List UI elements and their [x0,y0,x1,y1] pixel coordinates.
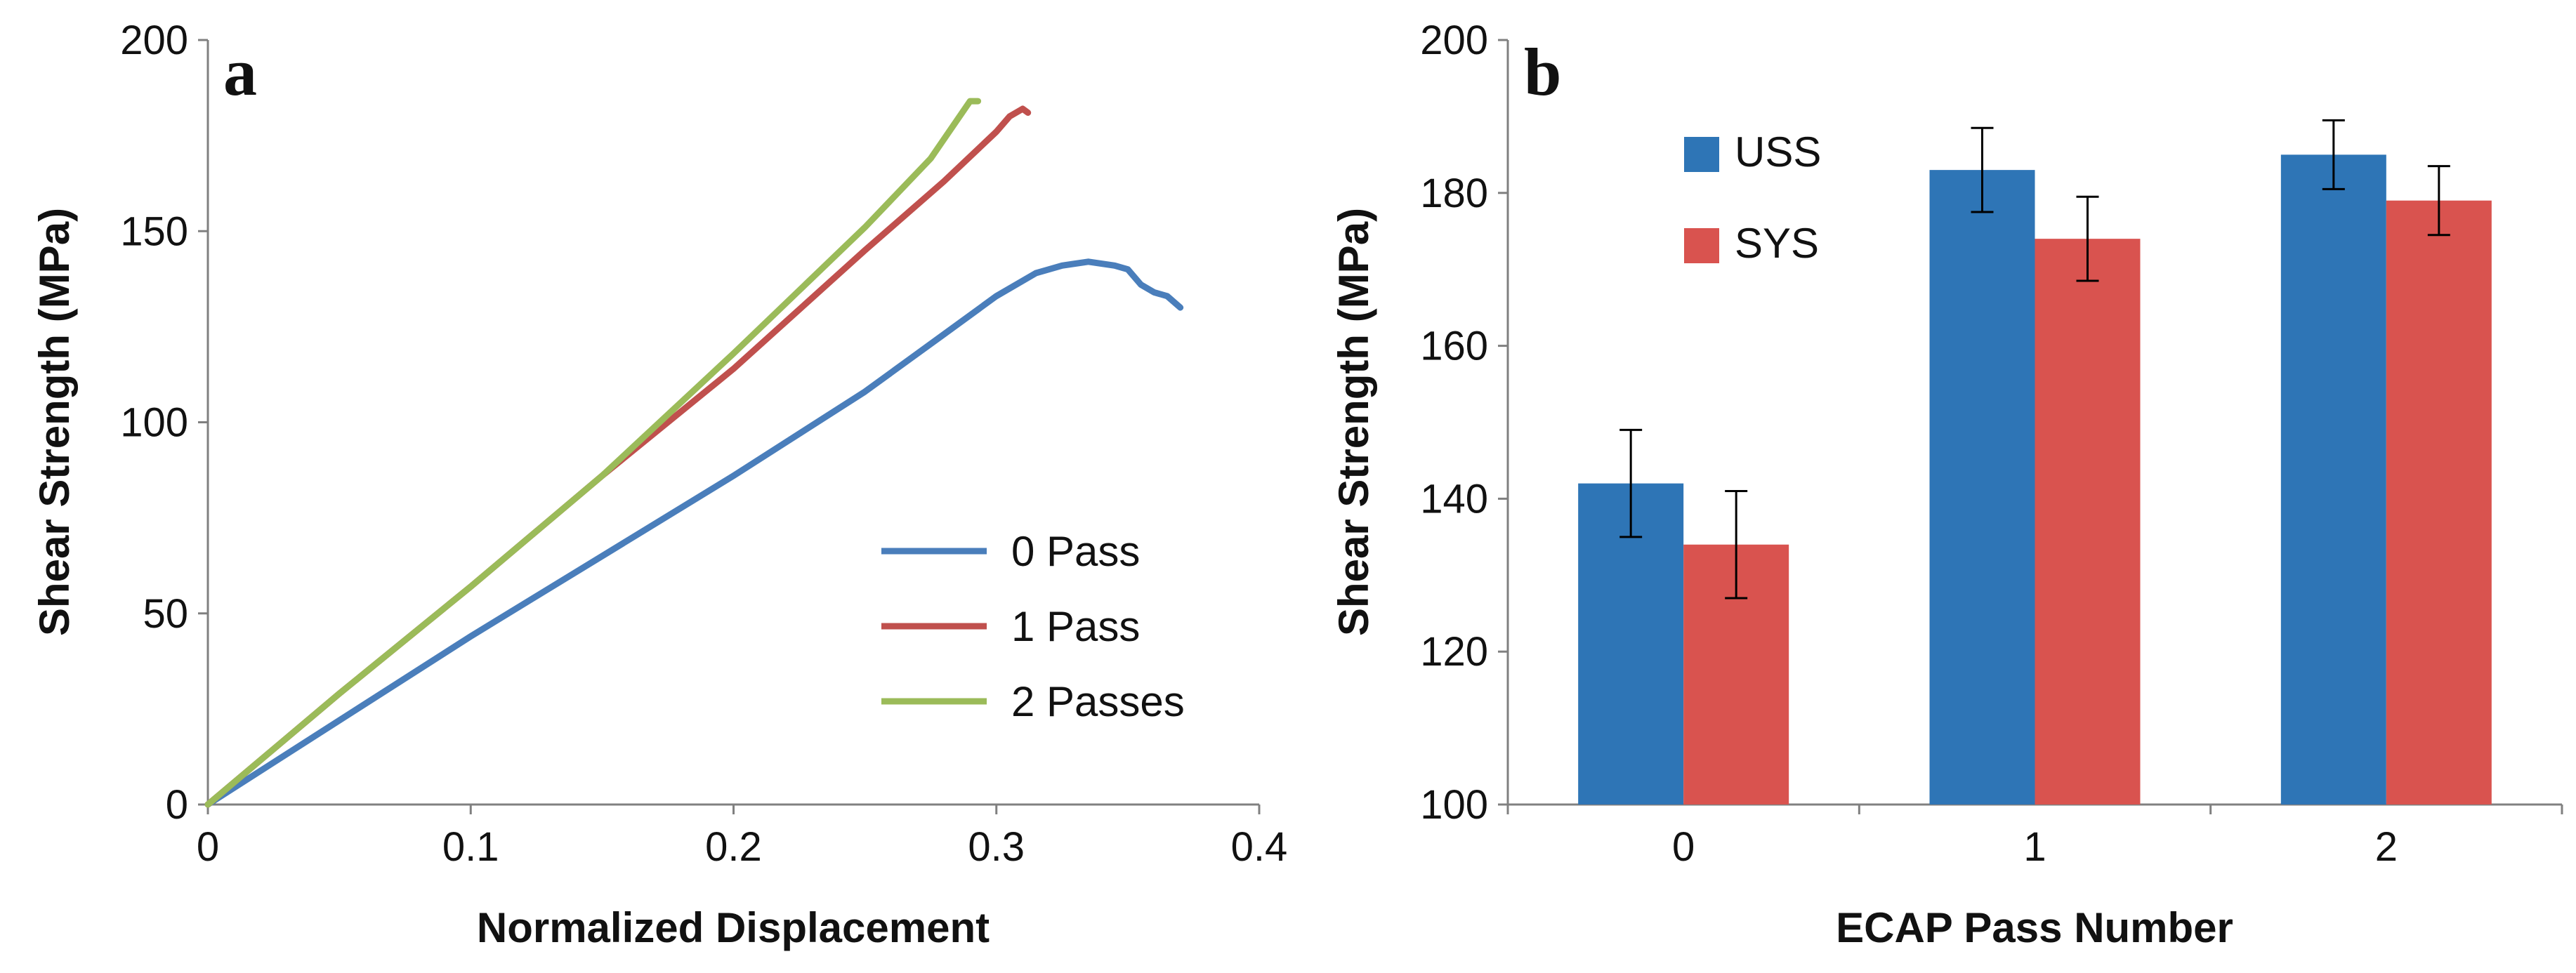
panel-b-y-tick-label: 200 [1420,18,1488,63]
panel-a-y-tick-label: 0 [166,782,188,828]
panel-b-x-tick-label: 0 [1672,824,1695,870]
panel-b-y-tick-label: 160 [1420,324,1488,369]
legend-label-uss: USS [1735,128,1821,176]
panel-a-x-tick-label: 0 [197,824,219,870]
legend-label-1-pass: 1 Pass [1011,603,1140,650]
series-line-2-passes [204,98,982,808]
panel-b-label: b [1524,34,1561,110]
panel-b-y-tick-label: 100 [1420,782,1488,828]
bar-uss-pass-1 [1929,170,2035,805]
panel-b-x-axis-title: ECAP Pass Number [1836,904,2233,951]
legend-label-2-passes: 2 Passes [1011,678,1185,725]
panel-a-y-tick-label: 200 [120,18,188,63]
bar-sys-pass-1 [2035,239,2141,805]
panel-a-x-axis-title: Normalized Displacement [477,904,990,951]
panel-a-y-tick-label: 50 [143,591,188,637]
panel-b-y-tick-label: 140 [1420,476,1488,522]
legend-label-sys: SYS [1735,220,1819,267]
panel-a-x-tick-label: 0.2 [705,824,762,870]
panel-a-x-tick-label: 0.1 [442,824,499,870]
panel-b-y-tick-label: 120 [1420,629,1488,675]
panel-b-y-axis-title: Shear Strength (MPa) [1330,208,1377,636]
panel-a-x-tick-label: 0.4 [1231,824,1288,870]
legend-swatch-uss [1684,137,1719,172]
panel-a-y-tick-label: 100 [120,400,188,446]
legend-label-0-pass: 0 Pass [1011,528,1140,575]
panel-b-x-tick-label: 1 [2023,824,2046,870]
panel-a-x-tick-label: 0.3 [968,824,1025,870]
series-line-0-pass [204,258,1184,808]
legend-swatch-sys [1684,228,1719,263]
panel-a-y-tick-label: 150 [120,208,188,254]
panel-b-y-tick-label: 180 [1420,171,1488,216]
bar-uss-pass-2 [2280,154,2386,805]
bar-sys-pass-2 [2386,200,2492,805]
panel-a-label: a [223,34,257,110]
panel-b-x-tick-label: 2 [2375,824,2398,870]
panel-a-line-chart: a 0 50 100 150 200 0 0.1 0.2 0.3 0.4 0 Pass 1 Pas… [31,18,1287,951]
panel-a-y-axis-title: Shear Strength (MPa) [31,208,78,636]
panel-b-bar-chart: b 100 120 140 160 180 200 0 1 2 USS SYS ECAP Pas… [1330,18,2563,951]
